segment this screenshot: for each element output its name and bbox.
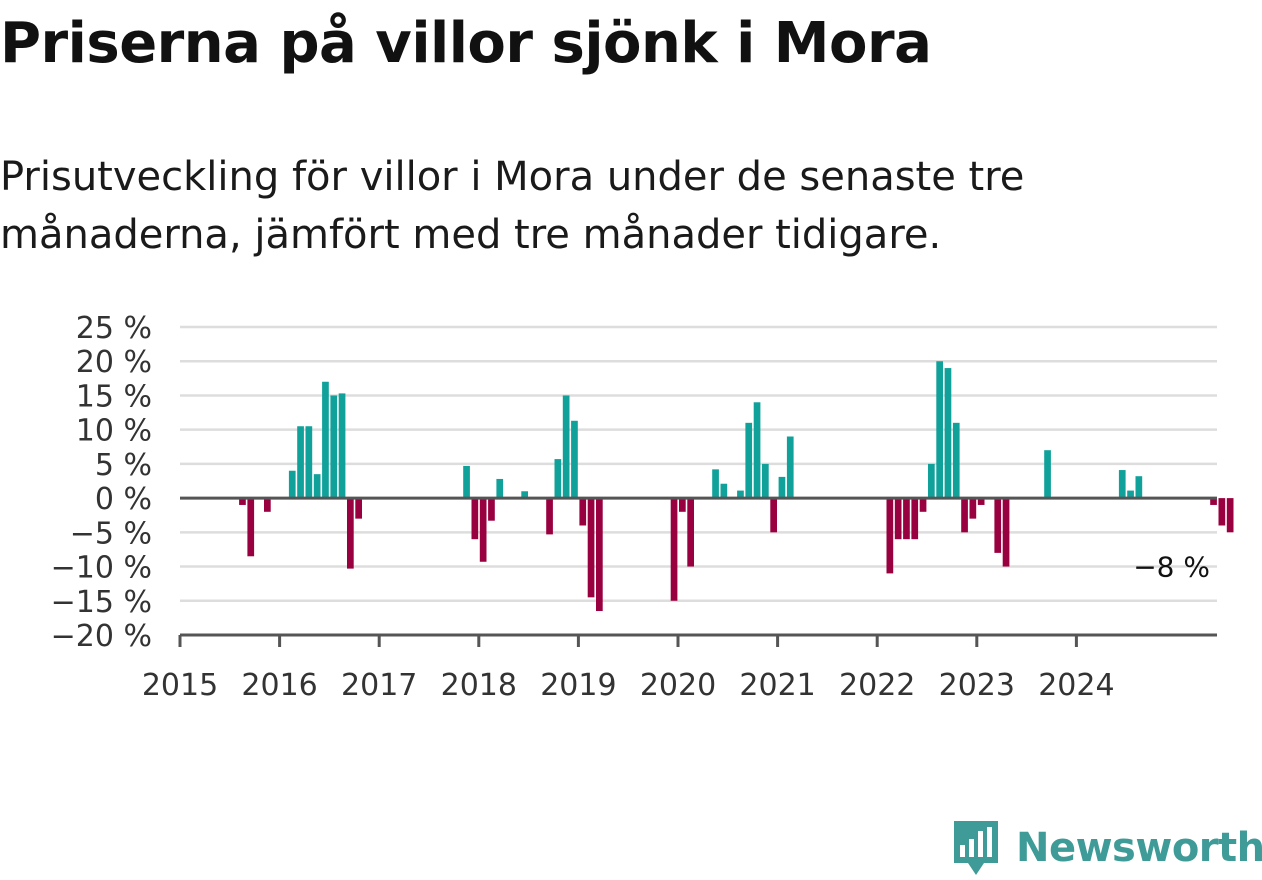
bar bbox=[786, 436, 794, 499]
bar bbox=[994, 498, 1002, 553]
x-tick-label: 2024 bbox=[1038, 668, 1114, 703]
bar bbox=[737, 490, 744, 499]
y-tick-label: −20 % bbox=[51, 619, 152, 654]
bar bbox=[1226, 498, 1234, 533]
x-tick-label: 2017 bbox=[341, 668, 417, 703]
bar bbox=[479, 498, 487, 562]
bar bbox=[1135, 476, 1143, 499]
bar bbox=[679, 498, 686, 512]
bar bbox=[562, 395, 570, 499]
bar bbox=[579, 498, 587, 526]
bar bbox=[355, 498, 362, 519]
bar bbox=[1044, 450, 1051, 499]
bar bbox=[338, 393, 346, 499]
bar bbox=[977, 498, 985, 505]
y-tick-label: −10 % bbox=[51, 551, 152, 586]
bar bbox=[305, 426, 313, 499]
y-tick-label: 5 % bbox=[95, 448, 152, 483]
bar-chart-badge-icon bbox=[954, 821, 998, 875]
bar bbox=[1210, 498, 1217, 505]
chart-title: Priserna på villor sjönk i Mora bbox=[0, 11, 932, 76]
bar bbox=[687, 498, 694, 567]
bar bbox=[952, 422, 960, 499]
bar bbox=[288, 470, 296, 499]
x-tick-label: 2015 bbox=[142, 668, 218, 703]
bar bbox=[313, 474, 321, 499]
x-axis-labels: 2015 2016 2017 2018 2019 2020 2021 2022 2023 2024 bbox=[142, 668, 1115, 703]
bar bbox=[571, 420, 578, 499]
bar bbox=[239, 498, 246, 505]
bar bbox=[1218, 498, 1226, 526]
bar bbox=[496, 478, 504, 499]
bar bbox=[762, 463, 769, 499]
y-axis-labels: 25 %20 %15 %10 %5 %0 %−5 %−10 %−15 %−20 … bbox=[51, 311, 152, 654]
bar bbox=[753, 402, 761, 499]
bar bbox=[546, 498, 553, 535]
bar bbox=[463, 465, 470, 499]
y-tick-label: −5 % bbox=[70, 516, 152, 551]
x-tick-label: 2018 bbox=[441, 668, 517, 703]
x-tick-label: 2021 bbox=[739, 668, 815, 703]
x-tick-label: 2016 bbox=[241, 668, 317, 703]
last-value-annotation: −8 % bbox=[1133, 550, 1210, 583]
bar-chart: 25 %20 %15 %10 %5 %0 %−5 %−10 %−15 %−20 … bbox=[51, 311, 1234, 703]
x-tick-label: 2023 bbox=[939, 668, 1015, 703]
bar bbox=[903, 498, 910, 540]
newsworthy-logo: Newsworthy bbox=[950, 816, 1262, 880]
bar bbox=[961, 498, 968, 533]
bar bbox=[745, 422, 753, 499]
chart-subtitle: Prisutveckling för villor i Mora under d… bbox=[0, 154, 1025, 258]
y-tick-label: −15 % bbox=[51, 585, 152, 620]
x-tick-label: 2022 bbox=[839, 668, 915, 703]
bar bbox=[944, 368, 952, 499]
bar bbox=[587, 498, 595, 598]
bar-series bbox=[239, 361, 1234, 612]
bar bbox=[488, 498, 495, 521]
x-tick-label: 2019 bbox=[540, 668, 616, 703]
y-tick-label: 15 % bbox=[76, 379, 152, 414]
x-tick-label: 2020 bbox=[640, 668, 716, 703]
bar bbox=[330, 395, 338, 499]
bar bbox=[322, 381, 329, 499]
bar bbox=[919, 498, 927, 512]
bar bbox=[894, 498, 902, 540]
y-tick-label: 20 % bbox=[76, 345, 152, 380]
bar bbox=[778, 476, 786, 499]
bar bbox=[770, 498, 777, 533]
axes bbox=[178, 496, 1217, 647]
bar bbox=[1118, 470, 1126, 499]
y-tick-label: 0 % bbox=[95, 482, 152, 517]
bar bbox=[969, 498, 977, 519]
bar bbox=[670, 498, 678, 601]
bar bbox=[936, 361, 943, 499]
bar bbox=[911, 498, 919, 540]
bar bbox=[521, 491, 528, 499]
y-tick-label: 25 % bbox=[76, 311, 152, 346]
bar bbox=[1127, 490, 1134, 499]
bar bbox=[297, 426, 304, 499]
bar bbox=[347, 498, 354, 569]
bar bbox=[596, 498, 603, 612]
bar bbox=[247, 498, 255, 557]
bar bbox=[264, 498, 271, 512]
y-tick-label: 10 % bbox=[76, 414, 152, 449]
bar bbox=[554, 459, 562, 499]
bar bbox=[720, 483, 728, 499]
bar bbox=[1002, 498, 1010, 567]
bar bbox=[712, 469, 719, 499]
brand-name: Newsworthy bbox=[1016, 825, 1262, 871]
bar bbox=[928, 463, 935, 499]
bar bbox=[886, 498, 894, 574]
bar bbox=[471, 498, 479, 540]
